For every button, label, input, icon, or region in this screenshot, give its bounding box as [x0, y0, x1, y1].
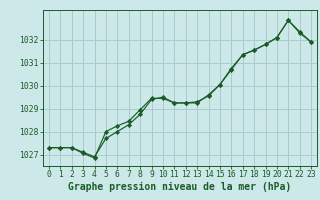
X-axis label: Graphe pression niveau de la mer (hPa): Graphe pression niveau de la mer (hPa)	[68, 182, 292, 192]
